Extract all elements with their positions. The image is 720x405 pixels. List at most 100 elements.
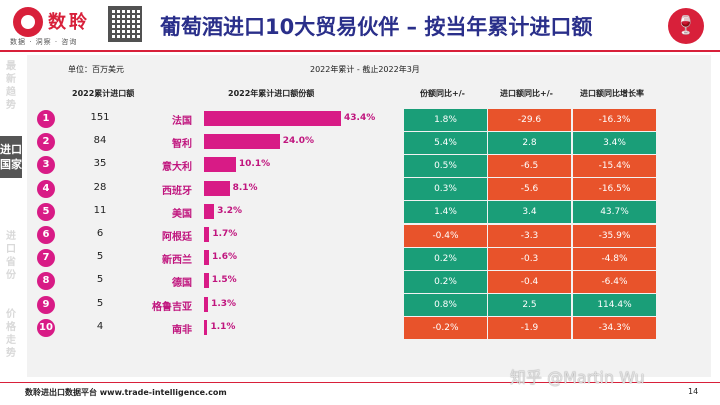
value-yoy-cell: -6.5: [488, 154, 571, 177]
share-yoy-cell: -0.4%: [404, 224, 487, 247]
growth-rate-cell: -16.5%: [573, 178, 656, 201]
value-yoy-cell: -0.3: [488, 247, 571, 270]
row-value: 84: [93, 135, 107, 147]
header-divider: [0, 50, 720, 52]
share-yoy-cell: 0.2%: [404, 247, 487, 270]
row-value: 151: [90, 112, 110, 123]
rank-badge: 5: [37, 202, 55, 221]
share-label: 10.1%: [238, 159, 271, 170]
rank-badge: 7: [37, 249, 55, 268]
value-yoy-cell: 2.8: [488, 131, 571, 154]
row-country: 阿根廷: [162, 232, 192, 243]
rank-badge: 10: [37, 318, 55, 337]
growth-rate-cell: -34.3%: [573, 317, 656, 340]
rank-badge: 3: [37, 156, 55, 175]
share-yoy-cell: 5.4%: [404, 131, 487, 154]
row-country: 意大利: [162, 162, 192, 174]
share-label: 1.3%: [211, 298, 237, 309]
header-growth-rate: 进口额同比增长率: [580, 89, 644, 98]
value-yoy-cell: -3.3: [488, 224, 571, 247]
share-yoy-cell: 0.5%: [404, 154, 487, 177]
side-nav-item-provinces[interactable]: 进口省份: [6, 231, 16, 281]
share-bar: [204, 203, 215, 219]
header-value: 2022累计进口额: [72, 89, 135, 98]
footer-divider: [0, 382, 720, 383]
row-value: 5: [96, 297, 104, 309]
share-bar: [204, 319, 208, 335]
row-country: 智利: [172, 139, 192, 151]
share-bar: [204, 134, 280, 150]
wine-glass-icon: 🍷: [668, 8, 704, 44]
value-yoy-cell: -29.6: [488, 108, 571, 131]
header-share: 2022年累计进口额份额: [228, 89, 315, 98]
row-value: 6: [96, 228, 104, 239]
growth-rate-cell: 114.4%: [573, 294, 656, 317]
qr-code-icon: [108, 6, 142, 42]
growth-rate-cell: 43.7%: [573, 201, 656, 224]
growth-rate-cell: -4.8%: [573, 247, 656, 270]
row-value: 11: [93, 204, 107, 216]
share-bar: [204, 180, 230, 196]
side-nav-item-trend[interactable]: 最新趋势: [6, 61, 16, 111]
rank-badge: 1: [37, 110, 55, 128]
data-logo-icon: [13, 7, 43, 37]
share-yoy-cell: -0.2%: [404, 317, 487, 340]
value-yoy-cell: -1.9: [488, 317, 571, 340]
share-label: 1.6%: [212, 252, 238, 263]
row-country: 德国: [172, 278, 192, 290]
share-label: 1.7%: [212, 229, 238, 239]
share-bar: [204, 273, 209, 289]
header: 数聆 数据 · 洞察 · 咨询 葡萄酒进口10大贸易伙伴 – 按当年累计进口额 …: [0, 0, 720, 52]
share-bar: [204, 111, 341, 126]
watermark: 知乎 @Martin Wu: [510, 368, 645, 387]
share-label: 43.4%: [344, 113, 376, 123]
brand-slogan: 数据 · 洞察 · 咨询: [10, 38, 78, 46]
share-label: 1.5%: [211, 275, 237, 286]
page-title: 葡萄酒进口10大贸易伙伴 – 按当年累计进口额: [160, 15, 593, 39]
share-bar: [204, 250, 210, 266]
page-number: 14: [688, 387, 699, 396]
row-country: 格鲁吉亚: [152, 301, 192, 313]
side-nav-item-countries[interactable]: 进口国家: [0, 136, 22, 178]
rank-badge: 9: [37, 295, 55, 314]
brand-name: 数聆: [48, 12, 90, 33]
unit-label: 单位：百万美元: [68, 65, 124, 74]
row-country: 新西兰: [162, 255, 192, 267]
growth-rate-cell: -6.4%: [573, 270, 656, 293]
value-yoy-cell: 3.4: [488, 201, 571, 224]
side-nav: 最新趋势 进口国家 进口省份 价格走势: [0, 52, 22, 382]
share-label: 3.2%: [217, 205, 243, 216]
row-country: 南非: [172, 324, 192, 336]
share-label: 1.1%: [210, 321, 236, 332]
row-country: 美国: [172, 208, 192, 220]
row-value: 35: [93, 158, 107, 170]
share-bar: [204, 157, 236, 173]
share-yoy-cell: 0.8%: [404, 294, 487, 317]
share-yoy-cell: 1.8%: [404, 108, 487, 131]
share-yoy-cell: 0.3%: [404, 178, 487, 201]
side-nav-item-price[interactable]: 价格走势: [6, 309, 16, 359]
row-value: 28: [93, 181, 107, 193]
header-value-yoy: 进口额同比+/-: [500, 89, 553, 98]
row-value: 5: [96, 251, 104, 263]
share-label: 24.0%: [282, 136, 314, 147]
period-label: 2022年累计 - 截止2022年3月: [310, 65, 420, 74]
header-share-yoy: 份额同比+/-: [420, 89, 465, 98]
rank-badge: 8: [37, 272, 55, 291]
value-yoy-cell: -5.6: [488, 178, 571, 201]
rank-badge: 4: [37, 179, 55, 198]
value-yoy-cell: 2.5: [488, 294, 571, 317]
row-value: 4: [96, 320, 104, 332]
footer-text: 数聆进出口数据平台 www.trade-intelligence.com: [25, 388, 227, 397]
row-value: 5: [96, 274, 104, 286]
growth-rate-cell: -16.3%: [573, 108, 656, 131]
share-bar: [204, 227, 210, 242]
growth-rate-cell: 3.4%: [573, 131, 656, 154]
share-yoy-cell: 0.2%: [404, 270, 487, 293]
share-yoy-cell: 1.4%: [404, 201, 487, 224]
rank-badge: 6: [37, 226, 55, 244]
rank-badge: 2: [37, 133, 55, 152]
growth-rate-cell: -15.4%: [573, 154, 656, 177]
value-yoy-cell: -0.4: [488, 270, 571, 293]
share-bar: [204, 296, 209, 312]
